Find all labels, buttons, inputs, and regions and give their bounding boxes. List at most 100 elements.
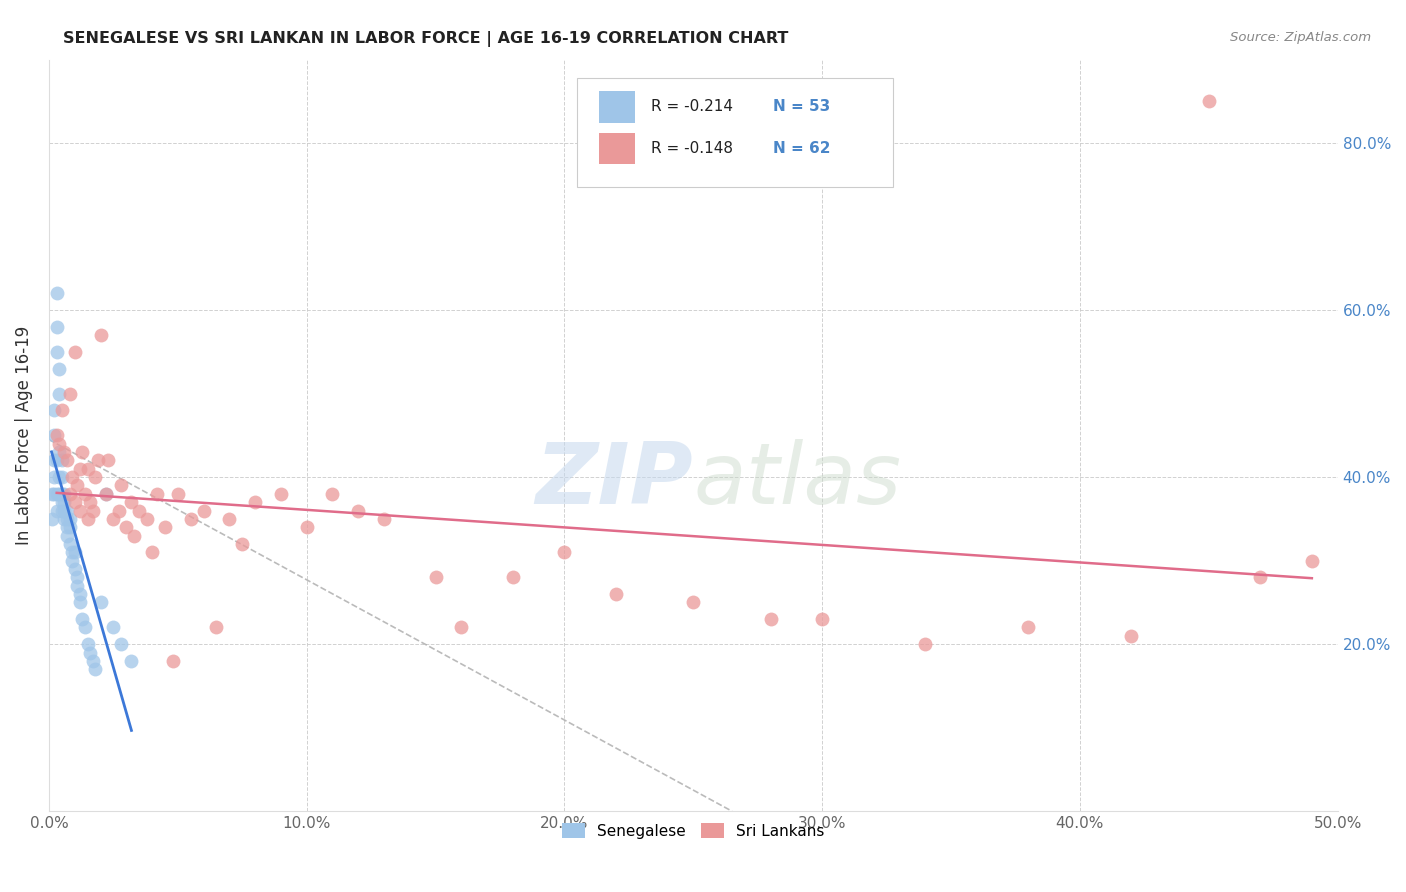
Point (110, 637, 132, 651)
Point (53, 487, 76, 501)
Point (51, 403, 73, 417)
Point (79, 646, 101, 660)
Point (76, 512, 98, 526)
Point (553, 545, 575, 559)
Point (69, 587, 91, 601)
Point (66, 579, 89, 593)
Point (53, 512, 76, 526)
Point (270, 487, 292, 501)
Point (53, 495, 76, 509)
Point (72, 612, 94, 626)
Text: atlas: atlas (693, 439, 901, 522)
Point (110, 478, 132, 492)
Point (60, 470, 83, 484)
Point (73, 487, 96, 501)
Point (63, 344, 86, 359)
Point (1017, 620, 1039, 634)
Point (66, 478, 89, 492)
Point (218, 512, 240, 526)
FancyBboxPatch shape (599, 91, 636, 123)
Point (425, 570, 447, 584)
Text: Source: ZipAtlas.com: Source: ZipAtlas.com (1230, 31, 1371, 45)
Point (502, 570, 524, 584)
Point (42, 470, 65, 484)
Text: SENEGALESE VS SRI LANKAN IN LABOR FORCE | AGE 16-19 CORRELATION CHART: SENEGALESE VS SRI LANKAN IN LABOR FORCE … (63, 31, 789, 47)
Point (63, 495, 86, 509)
Point (69, 595, 91, 609)
Point (51, 453, 73, 467)
Text: N = 53: N = 53 (773, 99, 831, 114)
Point (120, 495, 142, 509)
Point (122, 528, 145, 542)
Point (51, 495, 73, 509)
Text: R = -0.214: R = -0.214 (651, 99, 733, 114)
Legend: Senegalese, Sri Lankans: Senegalese, Sri Lankans (555, 817, 831, 845)
Point (1249, 570, 1271, 584)
Point (58, 512, 80, 526)
Point (759, 612, 782, 626)
Point (56, 453, 79, 467)
Point (135, 512, 157, 526)
Point (58, 520, 80, 534)
Point (87, 453, 110, 467)
Point (166, 487, 188, 501)
Point (605, 587, 627, 601)
FancyBboxPatch shape (599, 133, 636, 164)
Text: ZIP: ZIP (536, 439, 693, 522)
Text: N = 62: N = 62 (773, 141, 831, 156)
Point (120, 654, 142, 668)
Point (231, 537, 253, 551)
Point (162, 654, 184, 668)
Point (63, 562, 86, 576)
FancyBboxPatch shape (578, 78, 893, 187)
Point (115, 520, 138, 534)
Point (107, 503, 129, 517)
Point (811, 612, 834, 626)
Point (373, 512, 395, 526)
Point (1121, 629, 1143, 643)
Point (56, 528, 79, 542)
Point (48, 361, 70, 376)
Point (243, 495, 266, 509)
Point (53, 445, 76, 459)
Point (41, 512, 63, 526)
Point (48, 386, 70, 401)
Point (1198, 95, 1220, 109)
Point (103, 512, 125, 526)
Point (56, 503, 79, 517)
Point (914, 637, 936, 651)
Point (56, 520, 79, 534)
Point (42, 428, 65, 442)
Point (60, 545, 83, 559)
Point (128, 503, 150, 517)
Point (58, 386, 80, 401)
Point (60, 554, 83, 568)
Text: R = -0.148: R = -0.148 (651, 141, 733, 156)
Point (76, 637, 98, 651)
Point (45, 286, 67, 301)
Point (58, 487, 80, 501)
Point (84, 470, 107, 484)
Point (66, 570, 89, 584)
Point (82, 654, 104, 668)
Point (45, 344, 67, 359)
Point (41, 487, 63, 501)
Point (48, 436, 70, 450)
Point (450, 620, 472, 634)
Point (89, 328, 111, 343)
Point (205, 620, 228, 634)
Point (45, 453, 67, 467)
Point (141, 545, 163, 559)
Point (321, 487, 343, 501)
Point (42, 403, 65, 417)
Point (45, 428, 67, 442)
Point (42, 453, 65, 467)
Point (295, 520, 318, 534)
Point (72, 445, 94, 459)
Point (69, 503, 91, 517)
Point (94, 487, 117, 501)
Point (51, 487, 73, 501)
Point (53, 503, 76, 517)
Point (82, 503, 104, 517)
Point (51, 470, 73, 484)
